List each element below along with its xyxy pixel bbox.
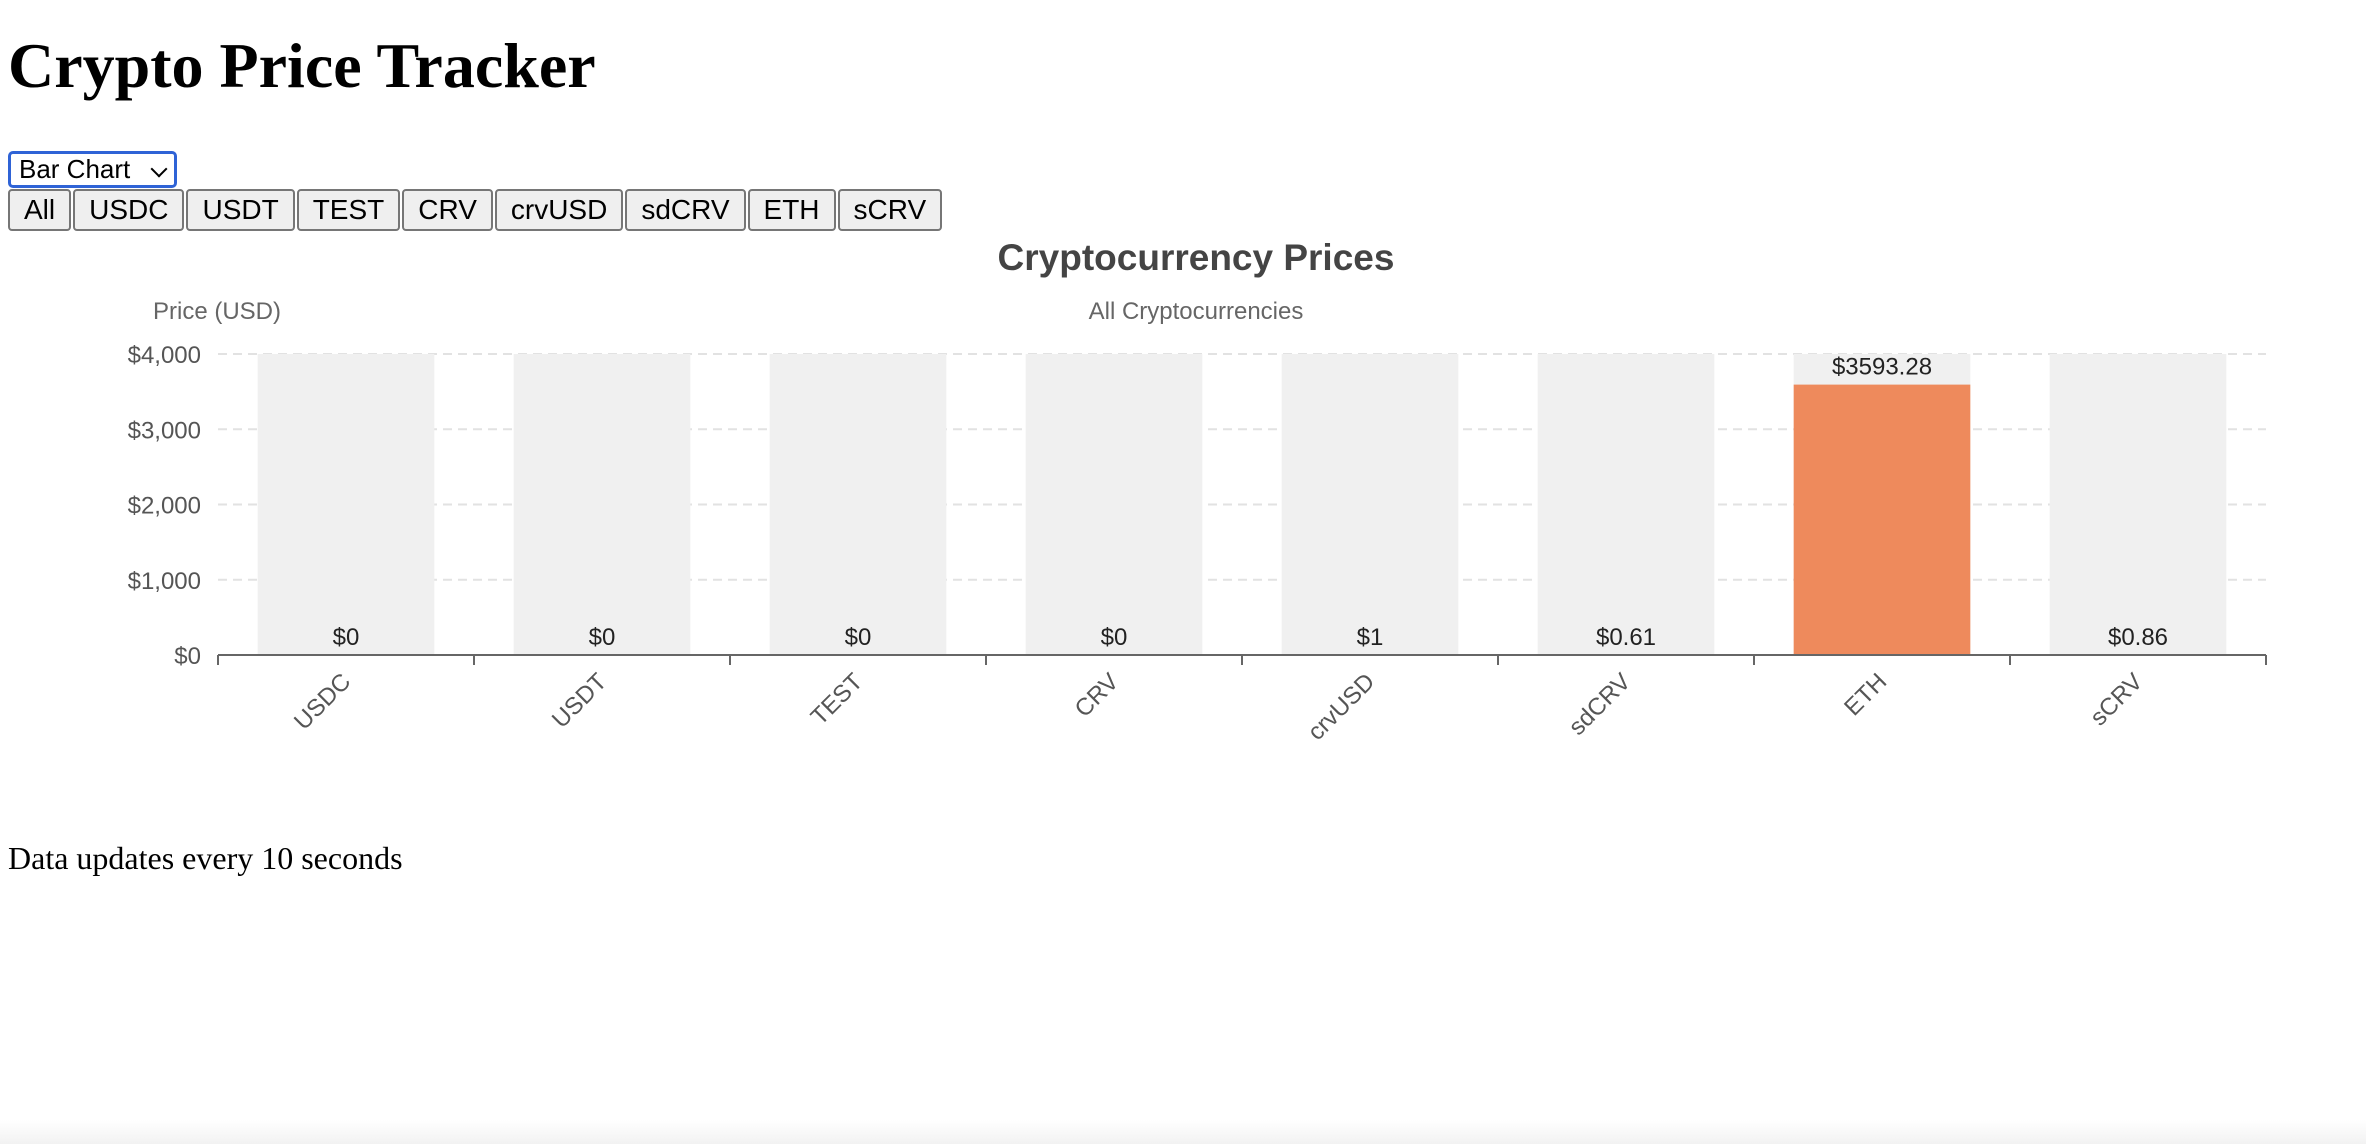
data-label: $0 (845, 624, 872, 651)
bar-eth[interactable] (1793, 384, 1971, 655)
chart-subtitle: All Cryptocurrencies (1089, 298, 1304, 325)
x-tick-label: ETH (1839, 668, 1892, 721)
grid-lines (218, 353, 2266, 581)
y-tick-label: $0 (174, 643, 201, 670)
data-label: $0 (333, 624, 360, 651)
y-tick-label: $2,000 (128, 493, 201, 520)
data-label: $3593.28 (1832, 354, 1932, 381)
chart-type-selected-value: Bar Chart (19, 154, 131, 184)
chart-type-select[interactable]: Bar Chart (8, 151, 177, 188)
bar-background (1281, 354, 1459, 655)
filter-button-eth[interactable]: ETH (747, 189, 836, 231)
y-tick-label: $3,000 (128, 417, 201, 444)
chart-title: Cryptocurrency Prices (998, 237, 1395, 278)
x-tick-label: sCRV (2085, 668, 2148, 731)
page-title: Crypto Price Tracker (8, 30, 596, 101)
filter-button-usdc[interactable]: USDC (73, 189, 185, 231)
data-label: $0 (589, 624, 616, 651)
chevron-down-icon[interactable] (150, 160, 168, 178)
bar-background (1025, 354, 1203, 655)
filter-button-crv[interactable]: CRV (402, 189, 493, 231)
x-tick-label: TEST (806, 668, 869, 731)
x-tick-label: sdCRV (1564, 668, 1637, 741)
data-label: $0 (1101, 624, 1128, 651)
bar-background (2049, 354, 2227, 655)
data-label: $1 (1357, 624, 1384, 651)
filter-button-sdcrv[interactable]: sdCRV (625, 189, 746, 231)
update-note: Data updates every 10 seconds (8, 840, 403, 876)
filter-button-test[interactable]: TEST (296, 189, 401, 231)
data-label: $0.86 (2108, 624, 2168, 651)
data-labels: $0 $0 $0 $0 $1 $0.61 $3593.28 $0.86 (333, 354, 2168, 651)
data-label: $0.61 (1596, 624, 1656, 651)
y-axis-label: Price (USD) (153, 298, 281, 325)
x-tick-label: CRV (1070, 668, 1125, 723)
crypto-filter-bar: All USDC USDT TEST CRV crvUSD sdCRV ETH … (8, 189, 944, 231)
y-tick-label: $4,000 (128, 342, 201, 369)
bars (1281, 384, 2227, 655)
filter-button-usdt[interactable]: USDT (186, 189, 295, 231)
x-tick-label: USDT (547, 668, 613, 734)
filter-button-crvusd[interactable]: crvUSD (494, 189, 624, 231)
bar-background (257, 354, 435, 655)
x-tick-label: crvUSD (1303, 668, 1381, 746)
filter-button-all[interactable]: All (8, 189, 72, 231)
y-tick-label: $1,000 (128, 568, 201, 595)
bar-background (769, 354, 947, 655)
page-bottom-shade (0, 1120, 2366, 1144)
filter-button-scrv[interactable]: sCRV (837, 189, 943, 231)
bar-background (513, 354, 691, 655)
price-bar-chart: Cryptocurrency Prices All Cryptocurrenci… (128, 237, 2267, 746)
x-tick-label: USDC (289, 668, 356, 735)
bar-background (1537, 354, 1715, 655)
